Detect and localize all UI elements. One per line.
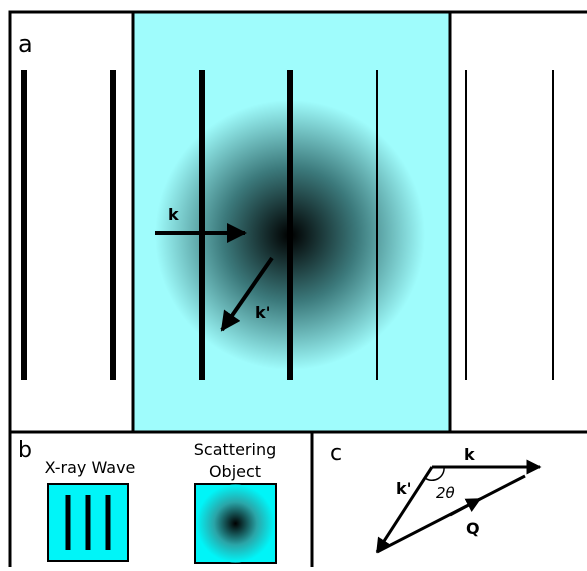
- angle-label: 2θ: [436, 484, 455, 502]
- panel-c: c k k' 2θ Q: [312, 432, 587, 567]
- panel-label: b: [18, 438, 32, 463]
- figure: a k k' b X-ray Wave Scattering Object c …: [0, 0, 587, 567]
- wavefronts: [24, 70, 553, 380]
- caption: Object: [209, 462, 261, 481]
- k-label: k: [464, 445, 475, 464]
- caption: X-ray Wave: [45, 458, 136, 477]
- panel-label: c: [330, 441, 342, 466]
- k-prime-label: k': [396, 479, 412, 498]
- panel-a: a k k': [10, 12, 587, 432]
- caption: Scattering: [194, 440, 276, 459]
- panel-label: a: [18, 30, 33, 58]
- q-label: Q: [466, 519, 480, 538]
- k-prime-label: k': [255, 303, 271, 322]
- k-label: k: [168, 205, 179, 224]
- object-density: [197, 485, 275, 563]
- panel-b: b X-ray Wave Scattering Object: [10, 432, 312, 567]
